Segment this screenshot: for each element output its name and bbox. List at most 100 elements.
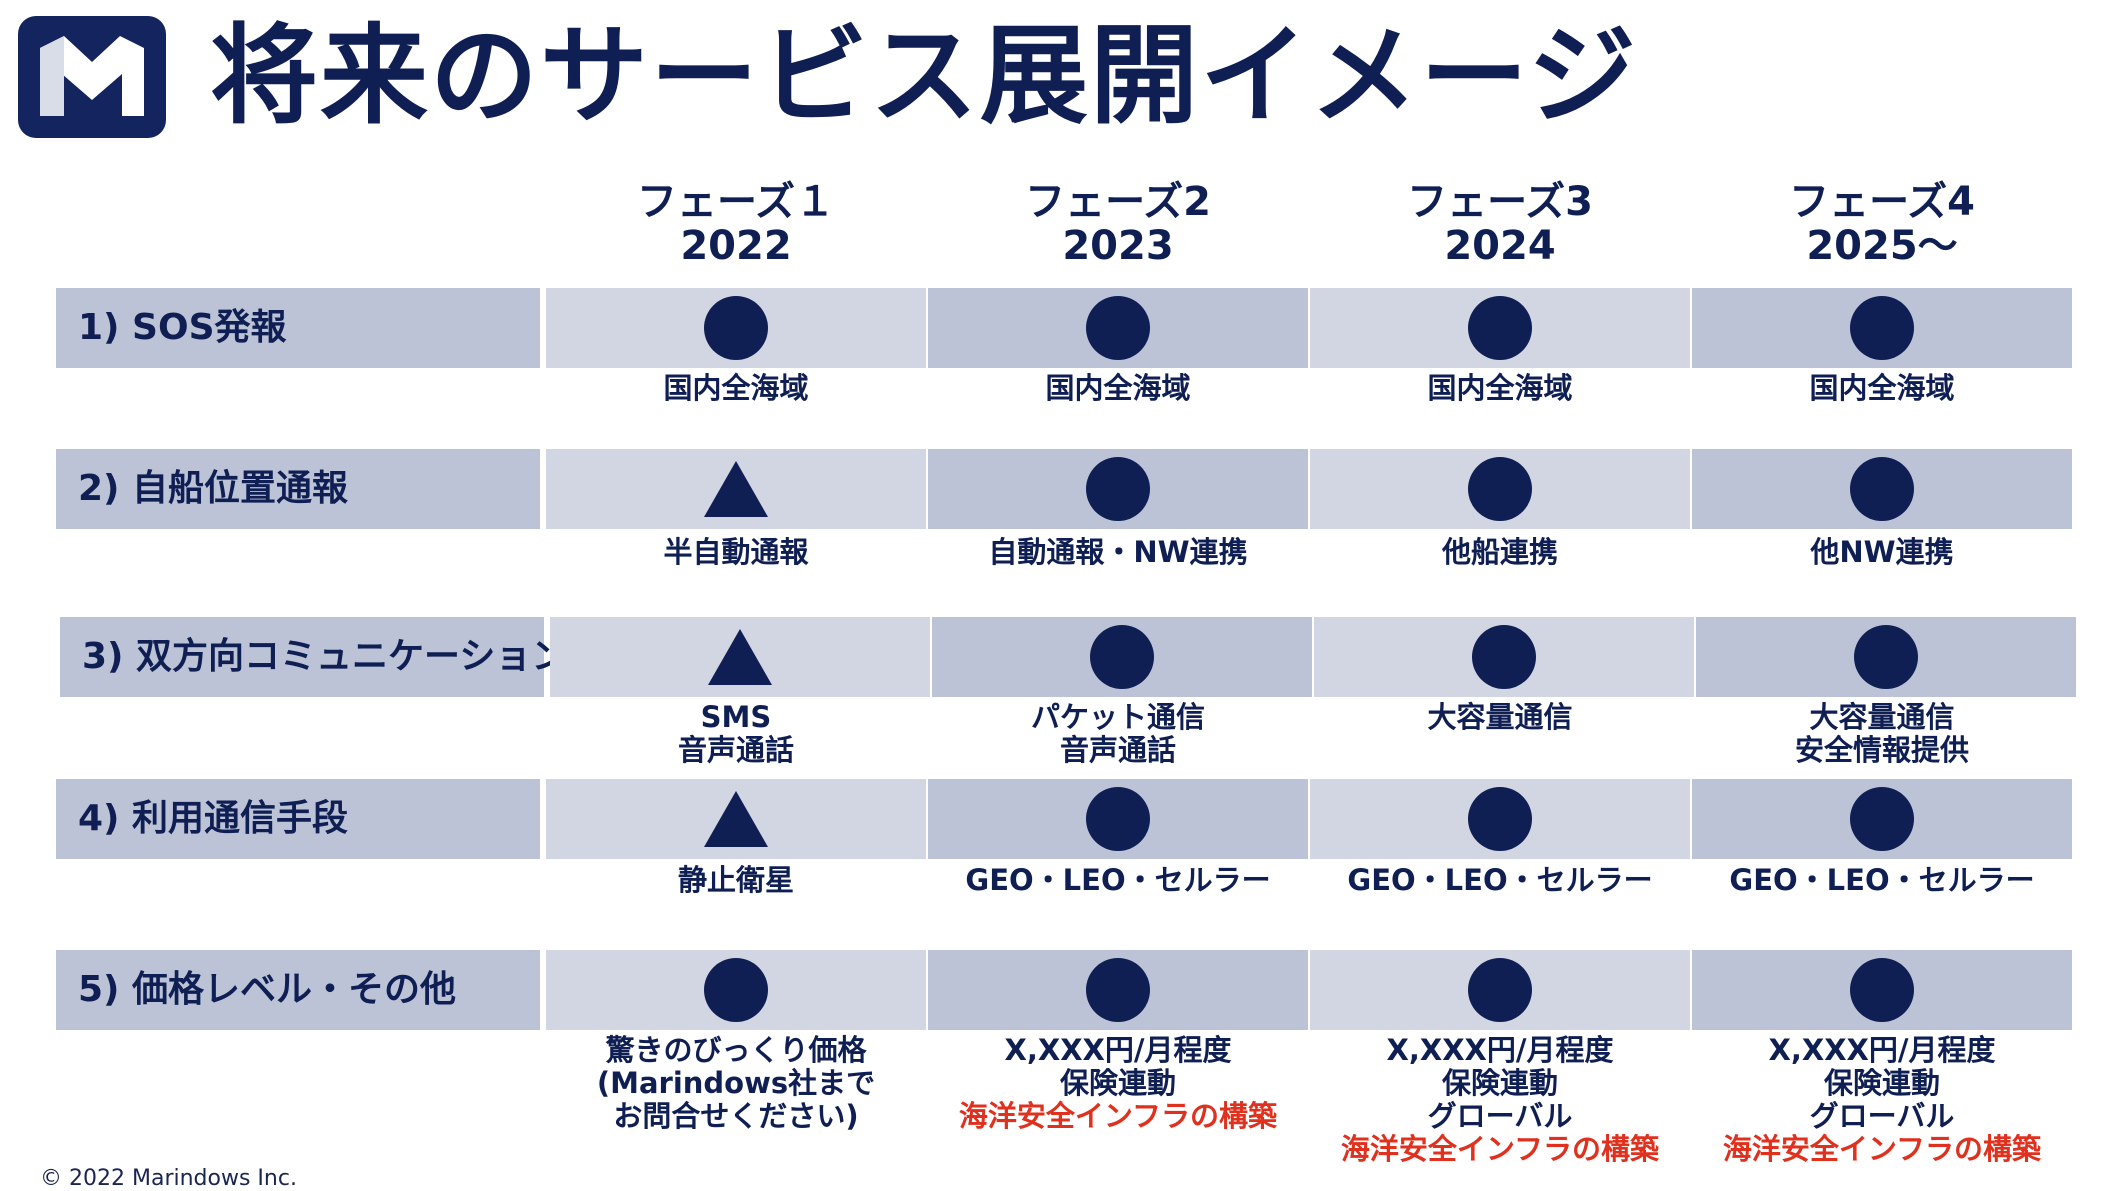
row-label-bg <box>56 288 540 368</box>
cell-description: 国内全海域 <box>546 372 926 405</box>
company-logo <box>18 16 166 138</box>
row-label: 1) SOS発報 <box>78 307 287 348</box>
description-line: 音声通話 <box>1059 733 1176 767</box>
m-logo-icon <box>40 36 144 116</box>
description-line: パケット通信 <box>1030 700 1205 734</box>
row-cell <box>928 288 1308 368</box>
circle-mark-icon <box>1086 787 1150 851</box>
cell-description: 大容量通信 安全情報提供 <box>1692 701 2072 767</box>
row-cell <box>1692 779 2072 859</box>
phase-label: フェーズ3 <box>1407 179 1593 225</box>
phase-year: 2022 <box>680 223 792 269</box>
cell-description: 国内全海域 <box>1310 372 1690 405</box>
circle-mark-icon <box>1468 457 1532 521</box>
row-label-bg <box>56 779 540 859</box>
description-line: 国内全海域 <box>1427 371 1573 405</box>
cell-description: GEO・LEO・セルラー <box>1692 864 2072 897</box>
row-cell <box>1310 288 1690 368</box>
description-line: 静止衛星 <box>677 863 794 897</box>
row-cell <box>1692 950 2072 1030</box>
description-line: GEO・LEO・セルラー <box>1729 863 2035 897</box>
row-cell <box>550 617 930 697</box>
row-band-2: 2) 自船位置通報 <box>56 449 2072 529</box>
row-band-4: 4) 利用通信手段 <box>56 779 2072 859</box>
circle-mark-icon <box>1468 787 1532 851</box>
triangle-mark-icon <box>704 791 768 847</box>
row-cell <box>1692 288 2072 368</box>
phase-year: 2023 <box>1062 223 1174 269</box>
row-label-bg <box>60 617 544 697</box>
description-line: (Marindows社まで <box>596 1066 876 1100</box>
row-band-5: 5) 価格レベル・その他 <box>56 950 2072 1030</box>
row-cell <box>932 617 1312 697</box>
phase-year: 2024 <box>1444 223 1556 269</box>
circle-mark-icon <box>1090 625 1154 689</box>
description-line: X,XXX円/月程度 <box>1004 1033 1232 1067</box>
cell-description: 静止衛星 <box>546 864 926 897</box>
circle-mark-icon <box>1850 457 1914 521</box>
description-line: 国内全海域 <box>1045 371 1191 405</box>
circle-mark-icon <box>1086 296 1150 360</box>
circle-mark-icon <box>1850 958 1914 1022</box>
description-line: 大容量通信 <box>1809 700 1955 734</box>
description-line: グローバル <box>1809 1099 1955 1133</box>
description-line: GEO・LEO・セルラー <box>1347 863 1653 897</box>
triangle-mark-icon <box>708 629 772 685</box>
phase-label: フェーズ2 <box>1025 179 1211 225</box>
row-cell <box>928 950 1308 1030</box>
highlight-line: 海洋安全インフラの構築 <box>958 1099 1278 1133</box>
description-line: 国内全海域 <box>1809 371 1955 405</box>
row-cell <box>928 779 1308 859</box>
description-line: 他NW連携 <box>1810 535 1954 569</box>
row-cell <box>546 950 926 1030</box>
description-line: 保険連動 <box>1059 1066 1176 1100</box>
cell-description: 国内全海域 <box>928 372 1308 405</box>
description-line: グローバル <box>1427 1099 1573 1133</box>
description-line: 音声通話 <box>677 733 794 767</box>
phase-label: フェーズ4 <box>1789 179 1975 225</box>
cell-description: 大容量通信 <box>1310 701 1690 734</box>
cell-description: 自動通報・NW連携 <box>928 536 1308 569</box>
triangle-mark-icon <box>704 461 768 517</box>
circle-mark-icon <box>1468 958 1532 1022</box>
row-cell <box>928 449 1308 529</box>
row-band-3: 3) 双方向コミュニケーション <box>60 617 2076 697</box>
row-cell <box>546 779 926 859</box>
cell-description: パケット通信 音声通話 <box>928 701 1308 767</box>
phase-header-3: フェーズ3 2024 <box>1310 180 1690 268</box>
row-label: 3) 双方向コミュニケーション <box>82 636 568 677</box>
phase-header-4: フェーズ4 2025〜 <box>1692 180 2072 268</box>
phase-header-1: フェーズ１ 2022 <box>546 180 926 268</box>
circle-mark-icon <box>1850 296 1914 360</box>
circle-mark-icon <box>1086 958 1150 1022</box>
phase-header-2: フェーズ2 2023 <box>928 180 1308 268</box>
cell-description: X,XXX円/月程度 保険連動 海洋安全インフラの構築 <box>928 1034 1308 1133</box>
description-line: 半自動通報 <box>663 535 809 569</box>
description-line: 保険連動 <box>1823 1066 1940 1100</box>
description-line: 国内全海域 <box>663 371 809 405</box>
description-line: 驚きのびっくり価格 <box>605 1033 867 1067</box>
row-band-1: 1) SOS発報 <box>56 288 2072 368</box>
row-cell <box>1692 449 2072 529</box>
description-line: X,XXX円/月程度 <box>1768 1033 1996 1067</box>
description-line: X,XXX円/月程度 <box>1386 1033 1614 1067</box>
cell-description: 驚きのびっくり価格 (Marindows社まで お問合せください) <box>546 1034 926 1133</box>
row-label: 5) 価格レベル・その他 <box>78 969 457 1010</box>
row-cell <box>1310 950 1690 1030</box>
highlight-line: 海洋安全インフラの構築 <box>1722 1132 2042 1166</box>
description-line: 他船連携 <box>1441 535 1558 569</box>
description-line: お問合せください) <box>613 1099 859 1133</box>
circle-mark-icon <box>1472 625 1536 689</box>
row-cell <box>1314 617 1694 697</box>
description-line: SMS <box>700 700 772 734</box>
copyright-text: © 2022 Marindows Inc. <box>40 1166 297 1191</box>
cell-description: X,XXX円/月程度 保険連動 グローバル 海洋安全インフラの構築 <box>1692 1034 2072 1166</box>
cell-description: 半自動通報 <box>546 536 926 569</box>
circle-mark-icon <box>1850 787 1914 851</box>
description-line: GEO・LEO・セルラー <box>965 863 1271 897</box>
cell-description: X,XXX円/月程度 保険連動 グローバル 海洋安全インフラの構築 <box>1310 1034 1690 1166</box>
row-label: 2) 自船位置通報 <box>78 468 349 509</box>
circle-mark-icon <box>1854 625 1918 689</box>
row-label: 4) 利用通信手段 <box>78 798 349 839</box>
highlight-line: 海洋安全インフラの構築 <box>1340 1132 1660 1166</box>
